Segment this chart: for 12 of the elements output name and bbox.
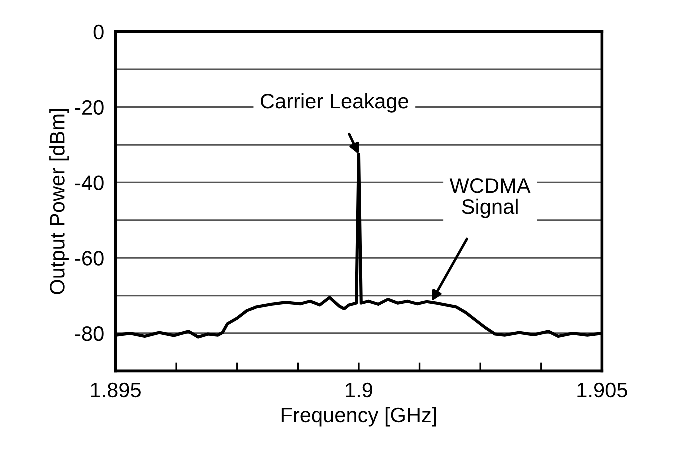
annotation: WCDMA Signal [450, 178, 531, 218]
y-tick-label: -20 [75, 100, 104, 116]
x-tick-label: 1.895 [91, 382, 141, 398]
x-axis-title: Frequency [GHz] [282, 407, 436, 427]
y-axis-title: Output Power [dBm] [50, 109, 69, 294]
x-tick-label: 1.905 [578, 382, 628, 398]
x-tick-label: 1.9 [346, 382, 372, 398]
y-tick-label: -60 [75, 251, 104, 266]
annotation: Carrier Leakage [261, 93, 408, 113]
y-tick-label: -80 [75, 326, 104, 342]
y-tick-label: 0 [94, 24, 104, 40]
y-tick-label: -40 [75, 176, 104, 190]
